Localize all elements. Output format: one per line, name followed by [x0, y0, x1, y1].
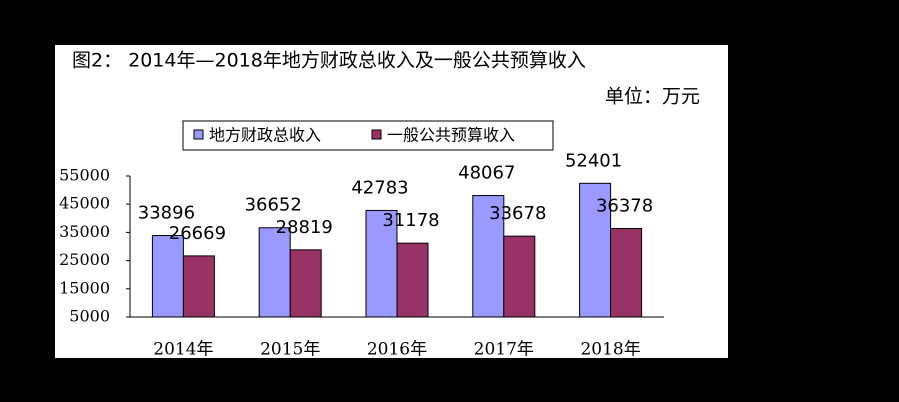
data-label: 52401 — [565, 150, 622, 171]
bar — [610, 228, 643, 318]
y-tick-label: 55000 — [59, 166, 110, 185]
data-label: 36378 — [596, 196, 653, 217]
legend-swatch — [193, 129, 204, 140]
bar — [503, 235, 536, 318]
data-label: 42783 — [351, 177, 408, 198]
data-label: 33896 — [138, 203, 195, 224]
legend-swatch — [371, 129, 382, 140]
bar — [396, 242, 429, 318]
chart-title: 图2： 2014年—2018年地方财政总收入及一般公共预算收入 — [72, 50, 586, 72]
y-tick-label: 25000 — [59, 250, 110, 269]
bar — [289, 249, 322, 318]
data-label: 48067 — [458, 163, 515, 184]
x-tick-label: 2015年 — [260, 340, 320, 360]
chart-subtitle: 单位：万元 — [605, 86, 700, 108]
y-tick-label: 5000 — [69, 307, 110, 326]
data-label: 31178 — [382, 210, 439, 231]
bar — [472, 195, 505, 318]
data-label: 33678 — [489, 203, 546, 224]
x-tick-label: 2018年 — [580, 340, 640, 360]
y-tick-label: 45000 — [59, 194, 110, 213]
legend-box — [182, 120, 554, 151]
data-label: 36652 — [245, 195, 302, 216]
bar — [182, 255, 215, 318]
x-tick-label: 2014年 — [153, 340, 213, 360]
x-tick-label: 2017年 — [474, 340, 534, 360]
legend-label: 一般公共预算收入 — [387, 126, 515, 145]
legend-label: 地方财政总收入 — [209, 126, 321, 145]
y-tick-label: 15000 — [59, 278, 110, 297]
x-tick-label: 2016年 — [367, 340, 427, 360]
data-label: 26669 — [169, 223, 226, 244]
data-label: 28819 — [276, 217, 333, 238]
bar — [151, 235, 184, 318]
y-tick-label: 35000 — [59, 222, 110, 241]
bar — [258, 227, 291, 318]
